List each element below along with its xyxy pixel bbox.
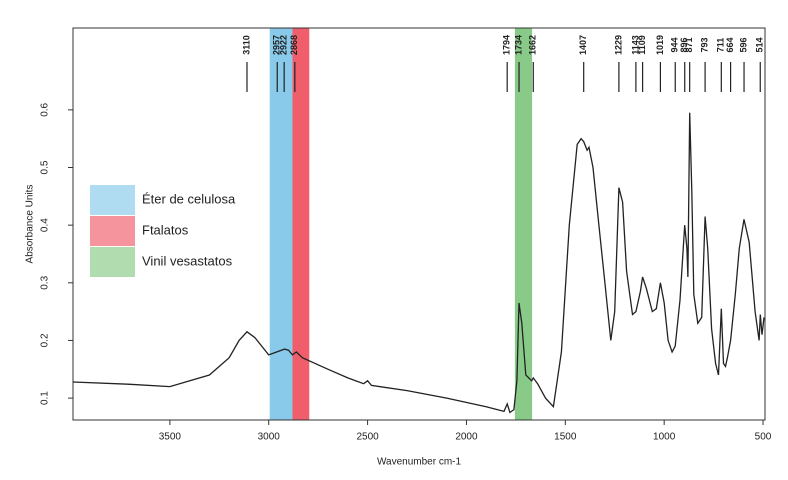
peak-label: 2957 bbox=[272, 35, 282, 55]
x-axis-label: Wavenumber cm-1 bbox=[377, 457, 462, 468]
peak-label: 793 bbox=[699, 37, 709, 52]
peak-label: 1662 bbox=[528, 35, 538, 55]
plot-frame bbox=[72, 27, 766, 421]
legend-label: Vinil vesastatos bbox=[142, 253, 233, 268]
y-tick-label: 0.4 bbox=[40, 218, 51, 232]
x-tick-label: 500 bbox=[755, 432, 772, 443]
peak-label: 1109 bbox=[637, 35, 647, 55]
y-tick-label: 0.6 bbox=[40, 102, 51, 116]
legend-label: Ftalatos bbox=[142, 222, 189, 237]
x-tick-label: 3000 bbox=[258, 432, 281, 443]
band bbox=[292, 28, 310, 420]
peak-label: 664 bbox=[725, 37, 735, 52]
peak-label: 944 bbox=[670, 37, 680, 52]
y-tick-label: 0.5 bbox=[40, 160, 51, 174]
x-tick-label: 2500 bbox=[356, 432, 379, 443]
legend-swatch bbox=[90, 247, 135, 277]
x-tick-label: 3500 bbox=[159, 432, 182, 443]
peak-label: 514 bbox=[755, 37, 765, 52]
peak-label: 1794 bbox=[502, 35, 512, 55]
peak-label: 3110 bbox=[241, 35, 251, 55]
peak-label: 896 bbox=[679, 37, 689, 52]
band bbox=[269, 28, 293, 420]
peak-label: 1019 bbox=[655, 35, 665, 55]
peak-label: 2868 bbox=[289, 35, 299, 55]
band bbox=[514, 28, 533, 420]
peak-label: 711 bbox=[716, 38, 726, 53]
peak-label: 2922 bbox=[279, 35, 289, 55]
legend-label: Éter de celulosa bbox=[142, 191, 236, 206]
peak-label: 1734 bbox=[513, 35, 523, 55]
legend-swatch bbox=[90, 216, 135, 246]
x-tick-label: 2000 bbox=[455, 432, 478, 443]
peak-label: 596 bbox=[738, 37, 748, 52]
legend-swatch bbox=[90, 185, 135, 215]
x-tick-label: 1000 bbox=[653, 432, 676, 443]
peak-label: 871 bbox=[684, 37, 694, 52]
y-tick-label: 0.1 bbox=[40, 391, 51, 405]
peak-label: 1143 bbox=[630, 35, 640, 55]
y-axis-label: Absorbance Units bbox=[25, 185, 36, 264]
x-tick-label: 1500 bbox=[554, 432, 577, 443]
peak-label: 1407 bbox=[578, 35, 588, 55]
spectrum-line bbox=[72, 112, 765, 414]
y-tick-label: 0.2 bbox=[40, 333, 51, 347]
peak-label: 1229 bbox=[613, 35, 623, 55]
y-tick-label: 0.3 bbox=[40, 275, 51, 289]
